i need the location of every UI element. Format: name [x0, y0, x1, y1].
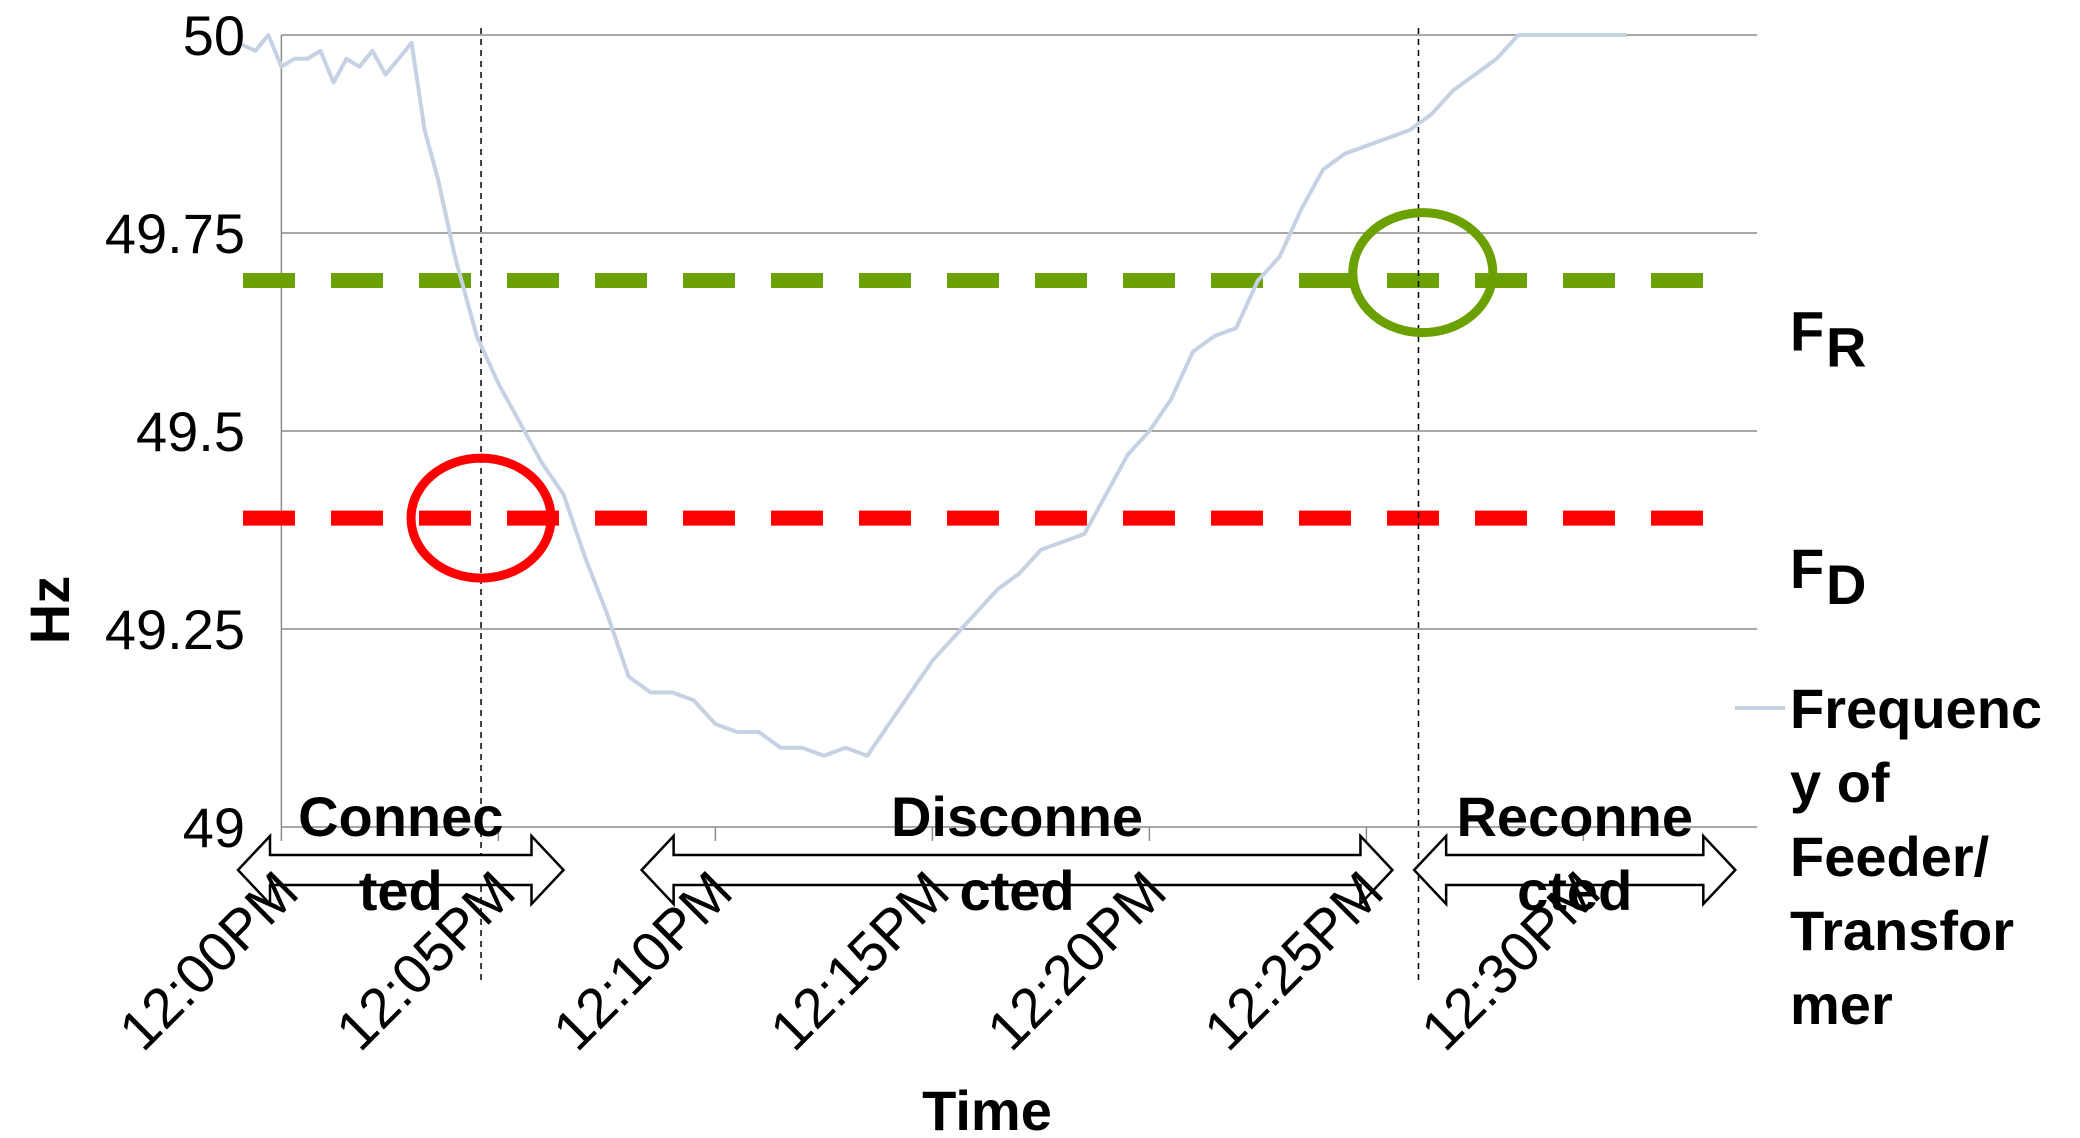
- grid-lines: [281, 34, 1757, 630]
- x-tick-label: 12:15PM: [758, 859, 961, 1062]
- event-lines: [480, 28, 1420, 980]
- y-tick-label: 49.75: [105, 202, 245, 265]
- y-axis-title: Hz: [18, 576, 81, 644]
- phase-label-line1: Disconne: [891, 785, 1143, 848]
- legend: Frequenc y of Feeder/Transfor mer: [1735, 677, 2042, 1036]
- legend-label-line: y of: [1790, 751, 1890, 814]
- phase-label-line2: cted: [959, 859, 1074, 922]
- threshold-label: F: [1790, 300, 1824, 363]
- y-tick-label: 49.5: [136, 400, 245, 463]
- threshold-label: F: [1790, 537, 1824, 600]
- threshold-labels: F RF D: [1790, 300, 1866, 617]
- x-tick-label: 12:00PM: [107, 859, 310, 1062]
- legend-label-line: mer: [1790, 973, 1893, 1036]
- y-tick-label: 50: [183, 4, 245, 67]
- phase-label-line1: Reconne: [1456, 785, 1693, 848]
- phase-label-line1: Connec: [298, 785, 503, 848]
- x-tick-labels: 12:00PM 12:05PM 12:10PM 12:15PM 12:20PM 12:25…: [107, 859, 1612, 1062]
- phase-label-line2: cted: [1517, 859, 1632, 922]
- y-tick-labels: 50 49.75 49.5 49.25 49: [105, 4, 245, 859]
- legend-label-line: Transfor: [1790, 899, 2014, 962]
- phase-arrows: Connec ted Disconne cted Reconne cted: [236, 785, 1738, 922]
- x-tick-label: 12:25PM: [1192, 859, 1395, 1062]
- y-tick-label: 49.25: [105, 598, 245, 661]
- event-circle: [1348, 208, 1498, 338]
- event-circle: [406, 453, 556, 583]
- phase-arrow: [236, 832, 566, 908]
- threshold-label-subscript: R: [1826, 316, 1866, 379]
- threshold-label-subscript: D: [1826, 553, 1866, 616]
- series-lines: [237, 33, 1627, 758]
- y-tick-label: 49: [183, 796, 245, 859]
- axes: [280, 35, 1757, 841]
- phase-arrow: [639, 832, 1395, 908]
- x-tick-label: 12:10PM: [541, 859, 744, 1062]
- series-line: [237, 33, 1627, 758]
- phase-label-line2: ted: [359, 859, 443, 922]
- threshold-lines: [243, 273, 1705, 526]
- legend-label-line: Frequenc: [1790, 677, 2042, 740]
- event-markers: [406, 208, 1498, 583]
- legend-label-line: Feeder/: [1790, 825, 1990, 888]
- phase-arrow: [1412, 832, 1738, 908]
- x-axis-title: Time: [922, 1079, 1052, 1138]
